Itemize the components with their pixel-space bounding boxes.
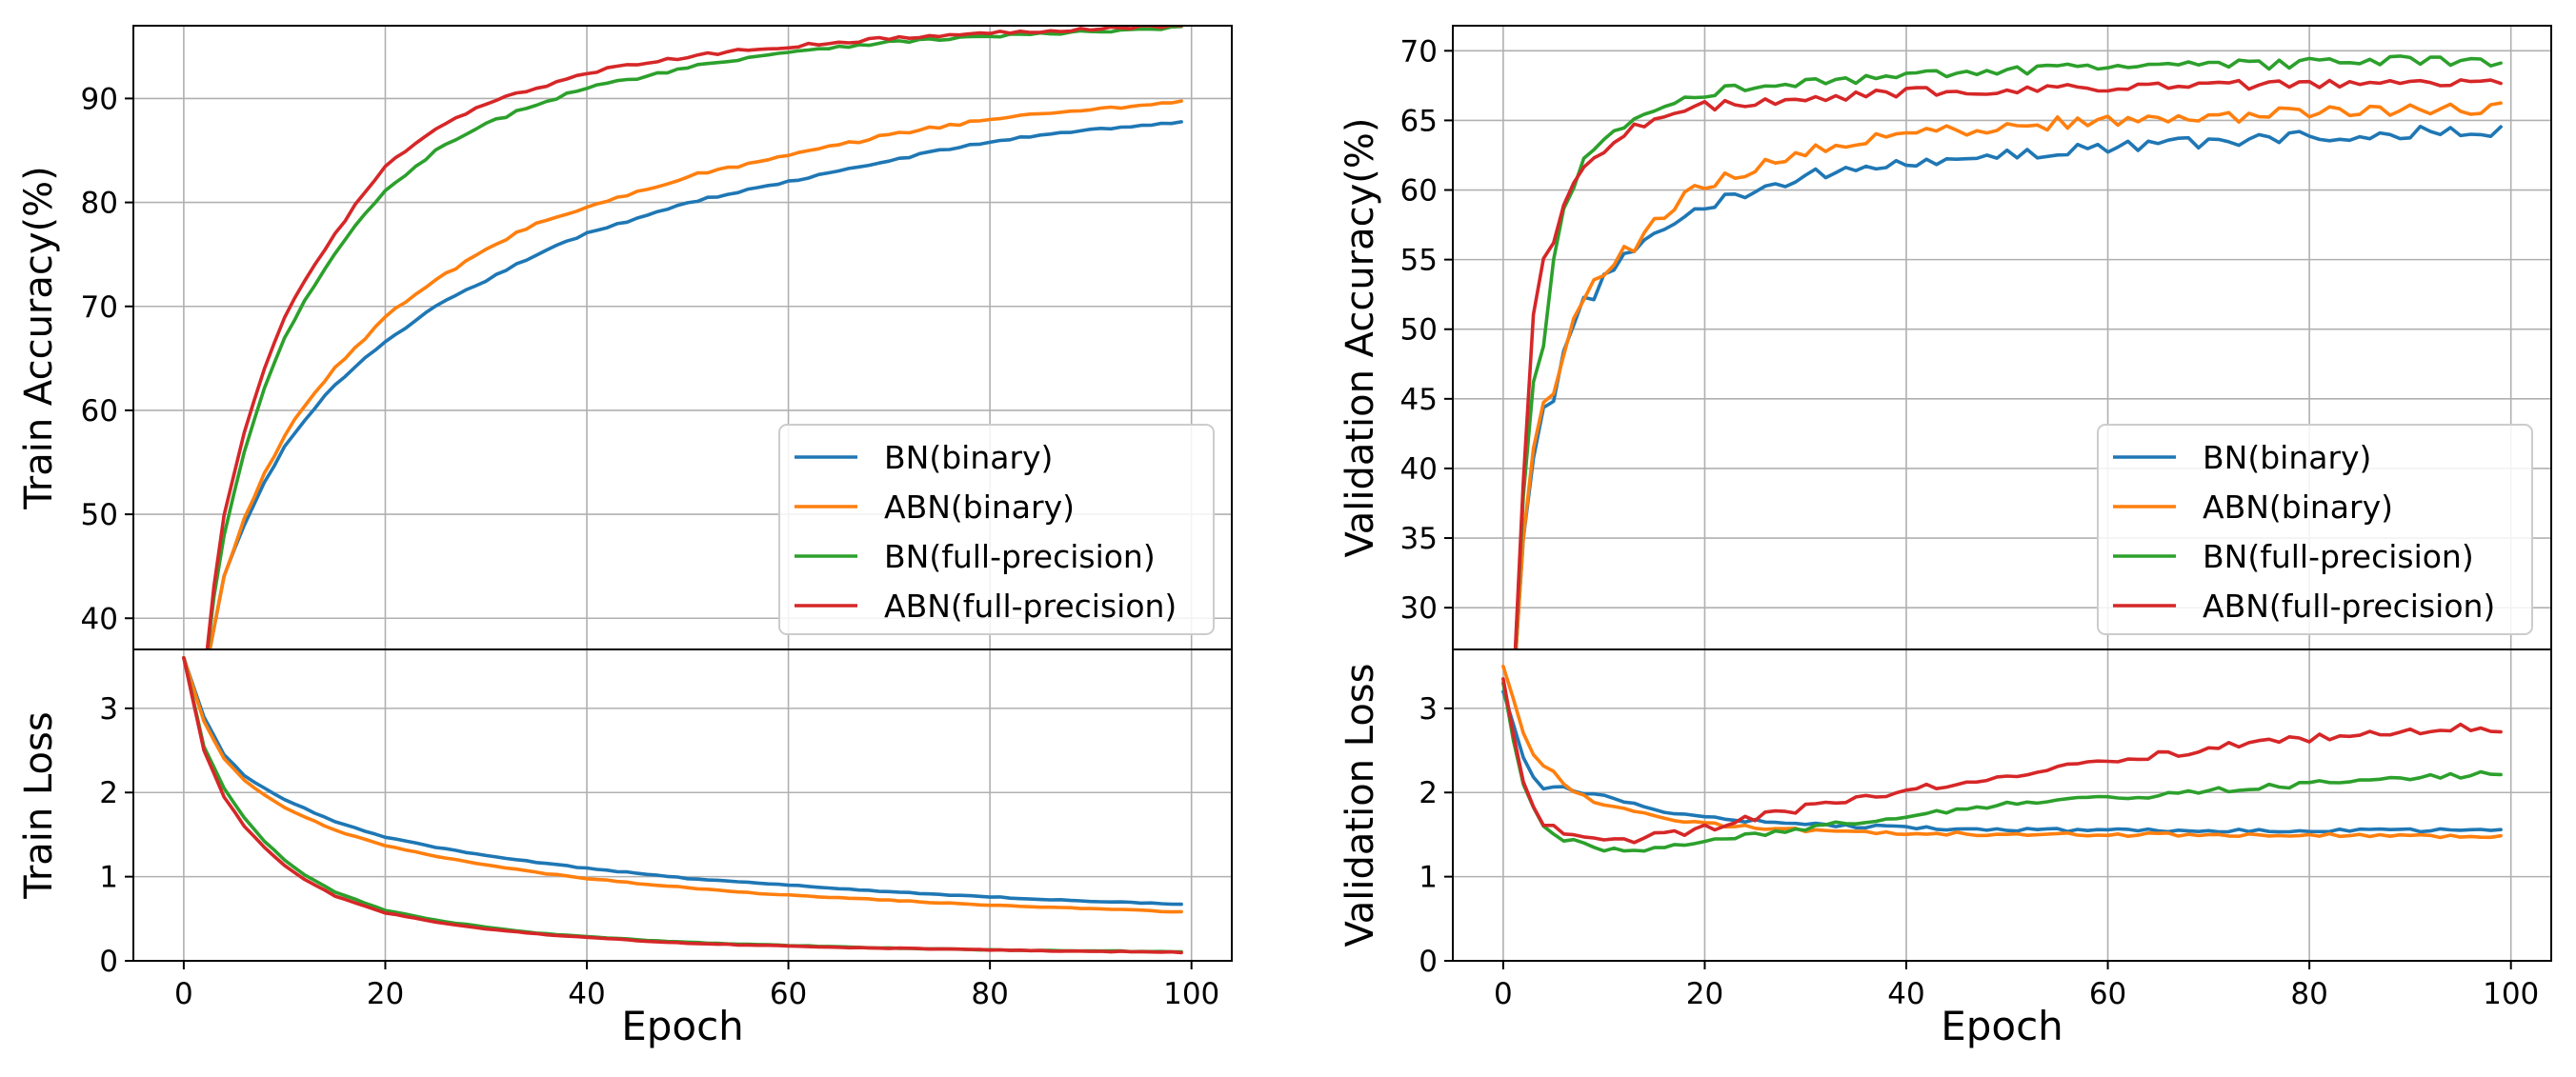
legend-entry: ABN(binary) xyxy=(884,489,1075,526)
y-tick-label: 0 xyxy=(99,945,118,979)
y-axis-label: Train Accuracy(%) xyxy=(17,166,61,510)
series-line-bn-binary- xyxy=(1501,689,2503,834)
y-tick-label: 90 xyxy=(81,82,118,116)
y-tick-label: 30 xyxy=(1400,591,1438,626)
x-tick-label: 100 xyxy=(2483,977,2539,1011)
y-tick-label: 55 xyxy=(1400,244,1438,278)
x-axis-label: Epoch xyxy=(621,1003,744,1049)
legend: BN(binary) ABN(binary) BN(full-precision) A… xyxy=(778,424,1215,635)
y-tick-label: 60 xyxy=(81,394,118,429)
legend-entry: ABN(full-precision) xyxy=(884,588,1177,625)
legend-entry: ABN(binary) xyxy=(2203,489,2393,526)
series-line-bn-full-precision- xyxy=(1501,681,2503,853)
legend-entry: BN(full-precision) xyxy=(2203,538,2474,575)
series-line-abn-full-precision- xyxy=(1513,78,2503,649)
legend-entry: BN(full-precision) xyxy=(884,538,1156,575)
x-tick-label: 80 xyxy=(971,977,1008,1011)
x-tick-label: 0 xyxy=(1494,977,1513,1011)
panel-train_acc: 40 50 60 70 80 90 Train Accuracy(%) BN(binary) A… xyxy=(17,25,1233,650)
legend-entry: BN(binary) xyxy=(884,439,1053,476)
y-tick-label: 1 xyxy=(99,861,118,895)
panel-val_loss: 0 1 2 3 0 20 40 60 80 100 Epoch Validation Loss xyxy=(1338,648,2552,1049)
legend-entry: ABN(full-precision) xyxy=(2203,588,2495,625)
y-tick-label: 40 xyxy=(81,602,118,636)
series-line-abn-full-precision- xyxy=(1501,677,2503,845)
y-tick-label: 50 xyxy=(81,498,118,532)
legend-entry: BN(binary) xyxy=(2203,439,2371,476)
y-tick-label: 35 xyxy=(1400,522,1438,556)
series-line-abn-binary- xyxy=(208,99,1183,649)
y-axis-label: Validation Loss xyxy=(1338,664,1382,947)
x-tick-label: 60 xyxy=(770,977,807,1011)
series-line-bn-binary- xyxy=(1514,125,2503,649)
y-tick-label: 1 xyxy=(1419,861,1438,895)
series-line-abn-full-precision- xyxy=(182,656,1183,955)
x-tick-label: 80 xyxy=(2290,977,2327,1011)
series-line-abn-binary- xyxy=(1514,101,2503,649)
y-tick-label: 3 xyxy=(1419,692,1438,727)
y-axis-label: Train Loss xyxy=(17,711,61,899)
y-axis-label: Validation Accuracy(%) xyxy=(1338,117,1382,557)
x-tick-label: 0 xyxy=(174,977,193,1011)
y-tick-label: 2 xyxy=(99,776,118,810)
y-tick-label: 0 xyxy=(1419,945,1438,979)
x-axis-label: Epoch xyxy=(1941,1003,2063,1049)
axes-frame xyxy=(132,648,1233,962)
series-line-abn-binary- xyxy=(182,656,1183,914)
x-tick-label: 100 xyxy=(1163,977,1219,1011)
series-line-bn-binary- xyxy=(182,656,1183,907)
legend: BN(binary) ABN(binary) BN(full-precision) A… xyxy=(2097,424,2533,635)
panel-train_loss: 0 1 2 3 0 20 40 60 80 100 Epoch Train Loss xyxy=(17,648,1233,1049)
y-tick-label: 65 xyxy=(1400,104,1438,138)
x-tick-label: 40 xyxy=(1887,977,1924,1011)
series-line-bn-binary- xyxy=(208,120,1183,649)
legend-box xyxy=(778,424,1215,635)
series-line-bn-full-precision- xyxy=(206,26,1183,649)
y-tick-label: 2 xyxy=(1419,776,1438,810)
axes-frame xyxy=(1452,648,2552,962)
y-tick-label: 70 xyxy=(81,290,118,325)
x-tick-label: 40 xyxy=(568,977,605,1011)
y-tick-label: 60 xyxy=(1400,174,1438,209)
y-tick-label: 45 xyxy=(1400,383,1438,417)
y-tick-label: 70 xyxy=(1400,34,1438,69)
legend-box xyxy=(2097,424,2533,635)
y-tick-label: 3 xyxy=(99,692,118,727)
panel-val_acc: 30 35 40 45 50 55 60 65 70 Validation Accuracy(%)… xyxy=(1338,25,2552,650)
x-tick-label: 20 xyxy=(1686,977,1723,1011)
x-tick-label: 60 xyxy=(2089,977,2126,1011)
series-line-abn-binary- xyxy=(1501,664,2503,840)
x-tick-label: 20 xyxy=(367,977,404,1011)
y-tick-label: 80 xyxy=(81,187,118,221)
series-line-abn-full-precision- xyxy=(205,26,1183,649)
y-tick-label: 50 xyxy=(1400,313,1438,348)
y-tick-label: 40 xyxy=(1400,452,1438,487)
series-line-bn-full-precision- xyxy=(1513,54,2503,649)
